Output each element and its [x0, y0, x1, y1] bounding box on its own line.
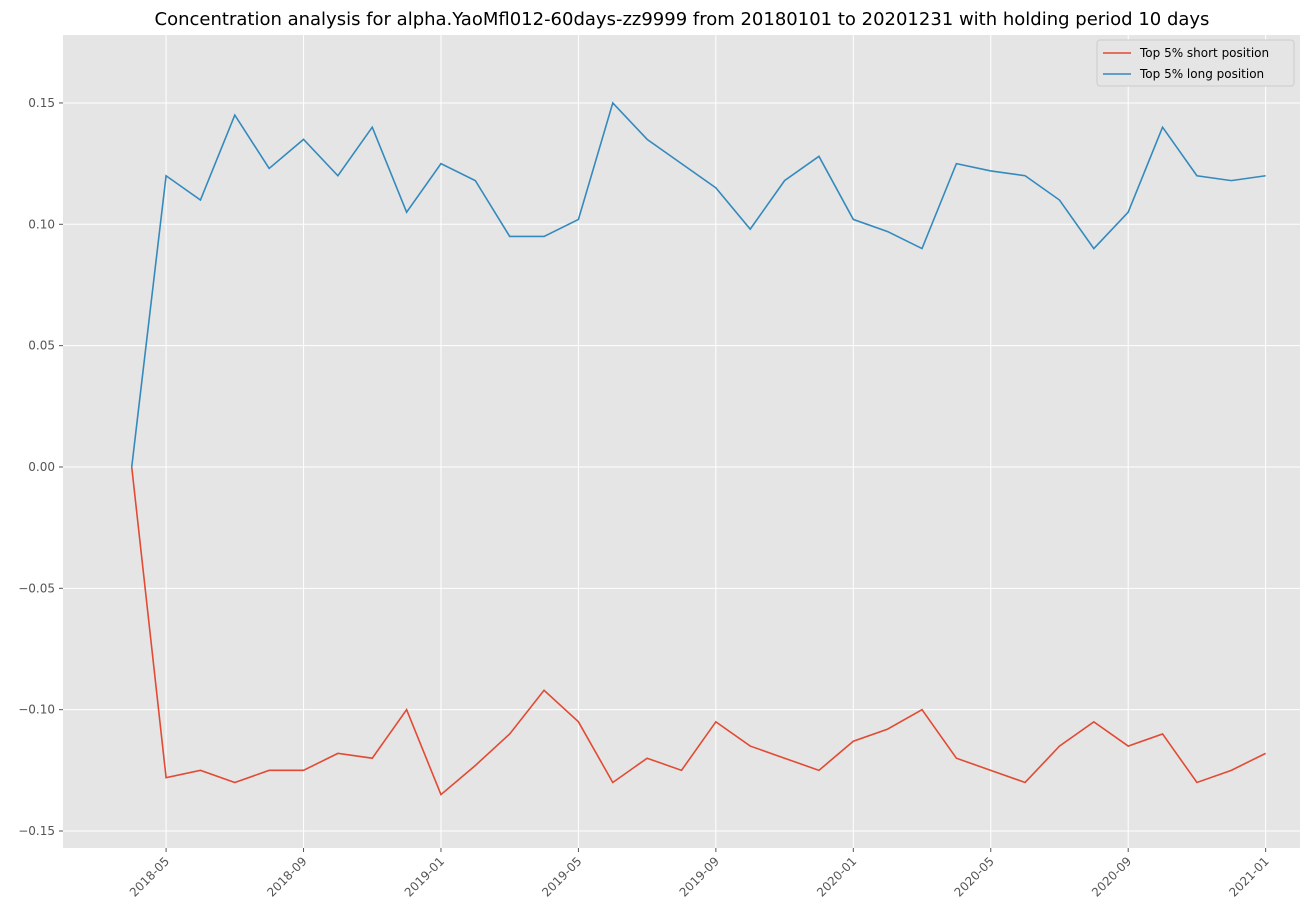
plot-area [63, 35, 1300, 848]
x-tick-label: 2019-01 [402, 854, 447, 899]
chart-title: Concentration analysis for alpha.YaoMfl0… [155, 9, 1210, 30]
x-tick-label: 2020-09 [1089, 854, 1134, 899]
x-tick-label: 2018-05 [127, 854, 172, 899]
legend-box [1096, 39, 1295, 87]
y-tick-label: 0.15 [28, 96, 55, 110]
grid [63, 35, 1300, 848]
y-tick-label: 0.05 [28, 339, 55, 353]
x-tick-label: 2020-05 [952, 854, 997, 899]
x-tick-label: 2020-01 [814, 854, 859, 899]
x-tick-label: 2021-01 [1226, 854, 1271, 899]
y-tick-label: −0.10 [18, 703, 55, 717]
x-tick-label: 2018-09 [264, 854, 309, 899]
y-tick-label: 0.10 [28, 217, 55, 231]
legend-label: Top 5% short position [1139, 46, 1269, 60]
series-line [130, 101, 1266, 468]
y-tick-label: 0.00 [28, 460, 55, 474]
y-tick-label: −0.05 [18, 581, 55, 595]
lines [130, 101, 1266, 796]
x-tick-label: 2019-05 [539, 854, 584, 899]
legend-label: Top 5% long position [1139, 67, 1264, 81]
legend: Top 5% short position Top 5% long positio… [1096, 39, 1295, 87]
x-tick-label: 2019-09 [677, 854, 722, 899]
series-line [130, 466, 1266, 796]
y-tick-label: −0.15 [18, 824, 55, 838]
